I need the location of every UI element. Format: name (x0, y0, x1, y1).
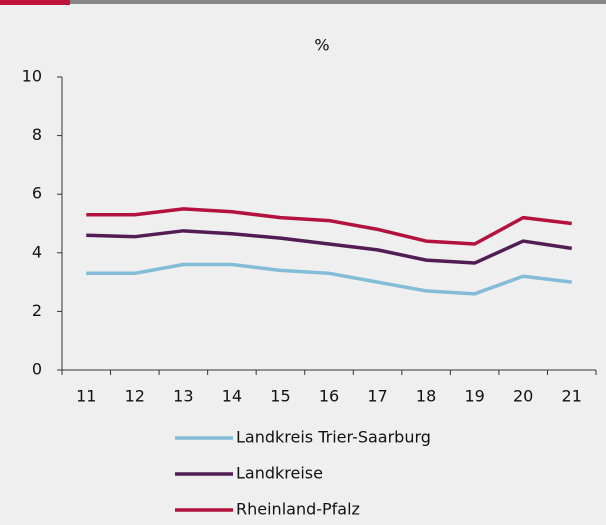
legend-label: Landkreise (236, 464, 323, 483)
x-tick-label: 16 (319, 387, 339, 406)
legend-label: Rheinland-Pfalz (236, 500, 360, 519)
x-tick-label: 15 (270, 387, 290, 406)
x-tick-label: 18 (416, 387, 436, 406)
y-tick-label: 0 (32, 360, 42, 379)
top-rule (0, 0, 606, 4)
legend-label: Landkreis Trier-Saarburg (236, 428, 431, 447)
x-tick-label: 19 (464, 387, 484, 406)
x-tick-label: 14 (222, 387, 242, 406)
series-line (86, 207, 572, 246)
chart-title: % (314, 36, 329, 55)
y-tick-label: 4 (32, 242, 42, 261)
y-tick-label: 2 (32, 301, 42, 320)
x-tick-label: 13 (173, 387, 193, 406)
x-tick-label: 12 (125, 387, 145, 406)
x-tick-label: 11 (76, 387, 96, 406)
x-tick-label: 20 (513, 387, 533, 406)
y-tick-label: 8 (32, 125, 42, 144)
series-line (86, 229, 572, 265)
top-accent (0, 0, 70, 5)
series-line (86, 262, 572, 296)
x-tick-label: 21 (562, 387, 582, 406)
y-tick-label: 10 (22, 67, 42, 86)
x-tick-label: 17 (367, 387, 387, 406)
y-tick-label: 6 (32, 184, 42, 203)
